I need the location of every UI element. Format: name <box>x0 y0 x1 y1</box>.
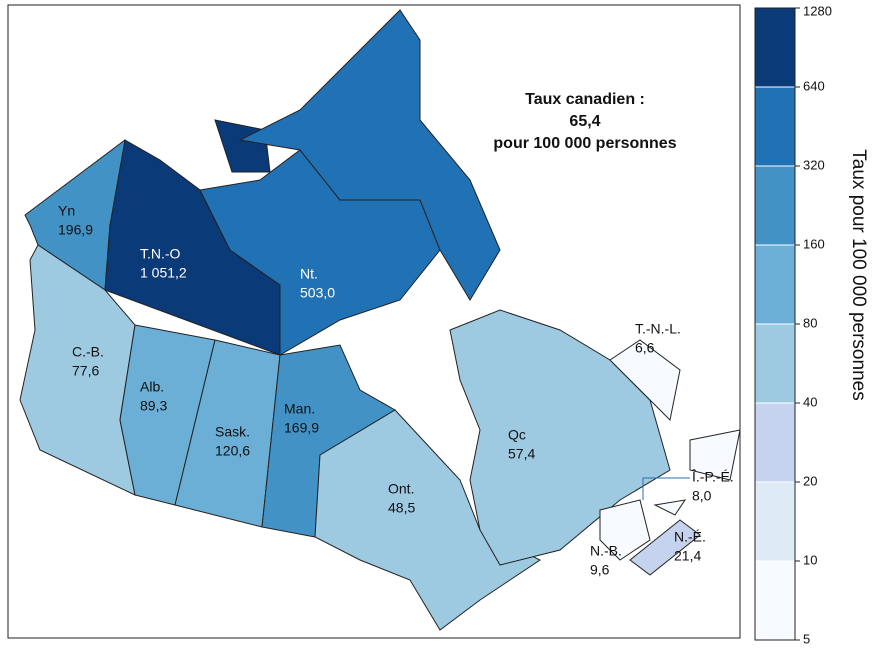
region-name: Man. <box>284 401 315 417</box>
legend-swatch <box>754 7 796 88</box>
region-name: T.N.-O <box>140 246 181 262</box>
region-name: Î.-P.-É. <box>691 469 734 485</box>
legend-label: Taux pour 100 000 personnes <box>848 149 869 400</box>
region-value: 169,9 <box>284 420 319 436</box>
region <box>653 499 687 516</box>
title-line: pour 100 000 personnes <box>493 135 676 152</box>
region-value: 89,3 <box>140 398 167 414</box>
legend-tick-label: 320 <box>803 157 825 172</box>
region-name: Sask. <box>215 424 250 440</box>
leader-line <box>642 477 690 500</box>
region-name: N.-É. <box>674 529 706 545</box>
legend-tick-label: 1280 <box>803 3 832 18</box>
legend-tick-label: 5 <box>803 631 810 646</box>
region-name: Yn <box>58 203 75 219</box>
region <box>314 409 541 631</box>
legend-swatch <box>754 323 796 404</box>
legend-swatch <box>754 244 796 325</box>
region-value: 21,4 <box>674 548 701 564</box>
region-name: T.-N.-L. <box>635 321 681 337</box>
region-name: N.-B. <box>590 543 622 559</box>
legend-swatch <box>754 402 796 483</box>
region <box>629 519 701 576</box>
region <box>609 339 681 422</box>
region <box>599 499 651 561</box>
region-value: 48,5 <box>388 500 415 516</box>
region <box>199 149 441 356</box>
region-name: Qc <box>508 427 526 443</box>
legend-swatch <box>754 86 796 167</box>
legend-swatch <box>754 560 796 641</box>
region-name: Nt. <box>300 266 318 282</box>
region-name: Alb. <box>140 379 164 395</box>
region-value: 1 051,2 <box>140 265 187 281</box>
legend-tick-label: 10 <box>803 552 817 567</box>
region-value: 8,0 <box>692 488 712 504</box>
legend-tick-label: 160 <box>803 236 825 251</box>
legend-tick-label: 640 <box>803 78 825 93</box>
region-value: 120,6 <box>215 443 250 459</box>
region <box>238 9 501 301</box>
region-value: 57,4 <box>508 446 535 462</box>
title-line: Taux canadien : <box>525 91 645 108</box>
legend-tick-label: 20 <box>803 473 817 488</box>
region <box>449 309 671 566</box>
legend-swatch <box>754 481 796 562</box>
region-name: Ont. <box>388 481 414 497</box>
region-value: 77,6 <box>72 363 99 379</box>
legend-tick-label: 40 <box>803 394 817 409</box>
region <box>119 324 216 506</box>
legend-tick-label: 80 <box>803 315 817 330</box>
legend-swatch <box>754 165 796 246</box>
region-name: C.-B. <box>72 344 104 360</box>
title-line: 65,4 <box>569 113 600 130</box>
region-value: 6,6 <box>635 340 655 356</box>
region-value: 9,6 <box>590 562 610 578</box>
region-value: 196,9 <box>58 222 93 238</box>
region <box>689 429 741 481</box>
region-value: 503,0 <box>300 285 335 301</box>
region <box>19 244 136 496</box>
